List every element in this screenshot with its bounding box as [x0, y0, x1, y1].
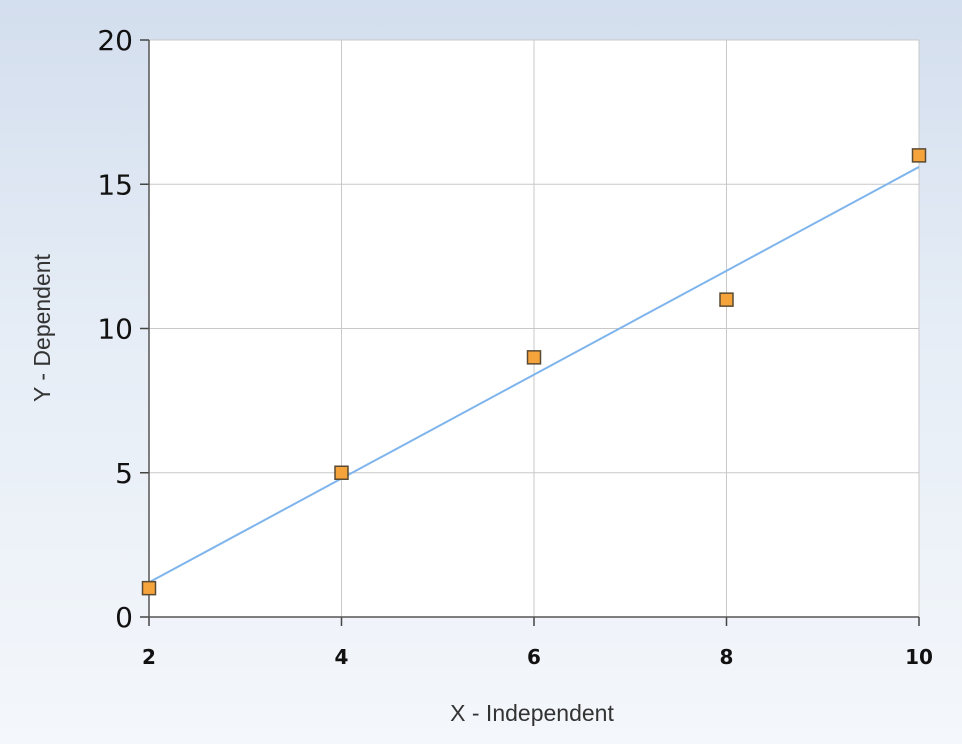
x-tick-label: 10 — [905, 645, 933, 669]
data-point-marker — [141, 580, 157, 596]
axes — [140, 39, 920, 626]
trendline-layer — [148, 166, 920, 584]
x-axis-title: X - Independent — [450, 700, 614, 726]
data-point-marker — [719, 292, 734, 307]
y-tick-label: 15 — [97, 168, 133, 201]
y-tick-label: 0 — [115, 601, 133, 634]
y-tick-labels: 0 5 10 15 20 — [97, 24, 133, 634]
y-tick-label: 5 — [115, 457, 133, 490]
y-tick-label: 20 — [97, 24, 133, 57]
x-tick-labels: 2 4 6 8 10 — [142, 645, 933, 669]
y-axis-title: Y - Dependent — [29, 253, 55, 402]
y-tick-label: 10 — [97, 313, 133, 346]
data-point-marker — [911, 148, 927, 163]
data-points — [141, 148, 927, 596]
x-tick-label: 4 — [335, 645, 349, 669]
x-tick-label: 8 — [720, 645, 734, 669]
grid-lines — [149, 39, 920, 617]
data-point-marker — [526, 350, 542, 365]
x-tick-label: 6 — [527, 645, 541, 669]
trendline — [148, 166, 920, 584]
data-point-marker — [334, 465, 349, 480]
x-tick-label: 2 — [142, 645, 156, 669]
